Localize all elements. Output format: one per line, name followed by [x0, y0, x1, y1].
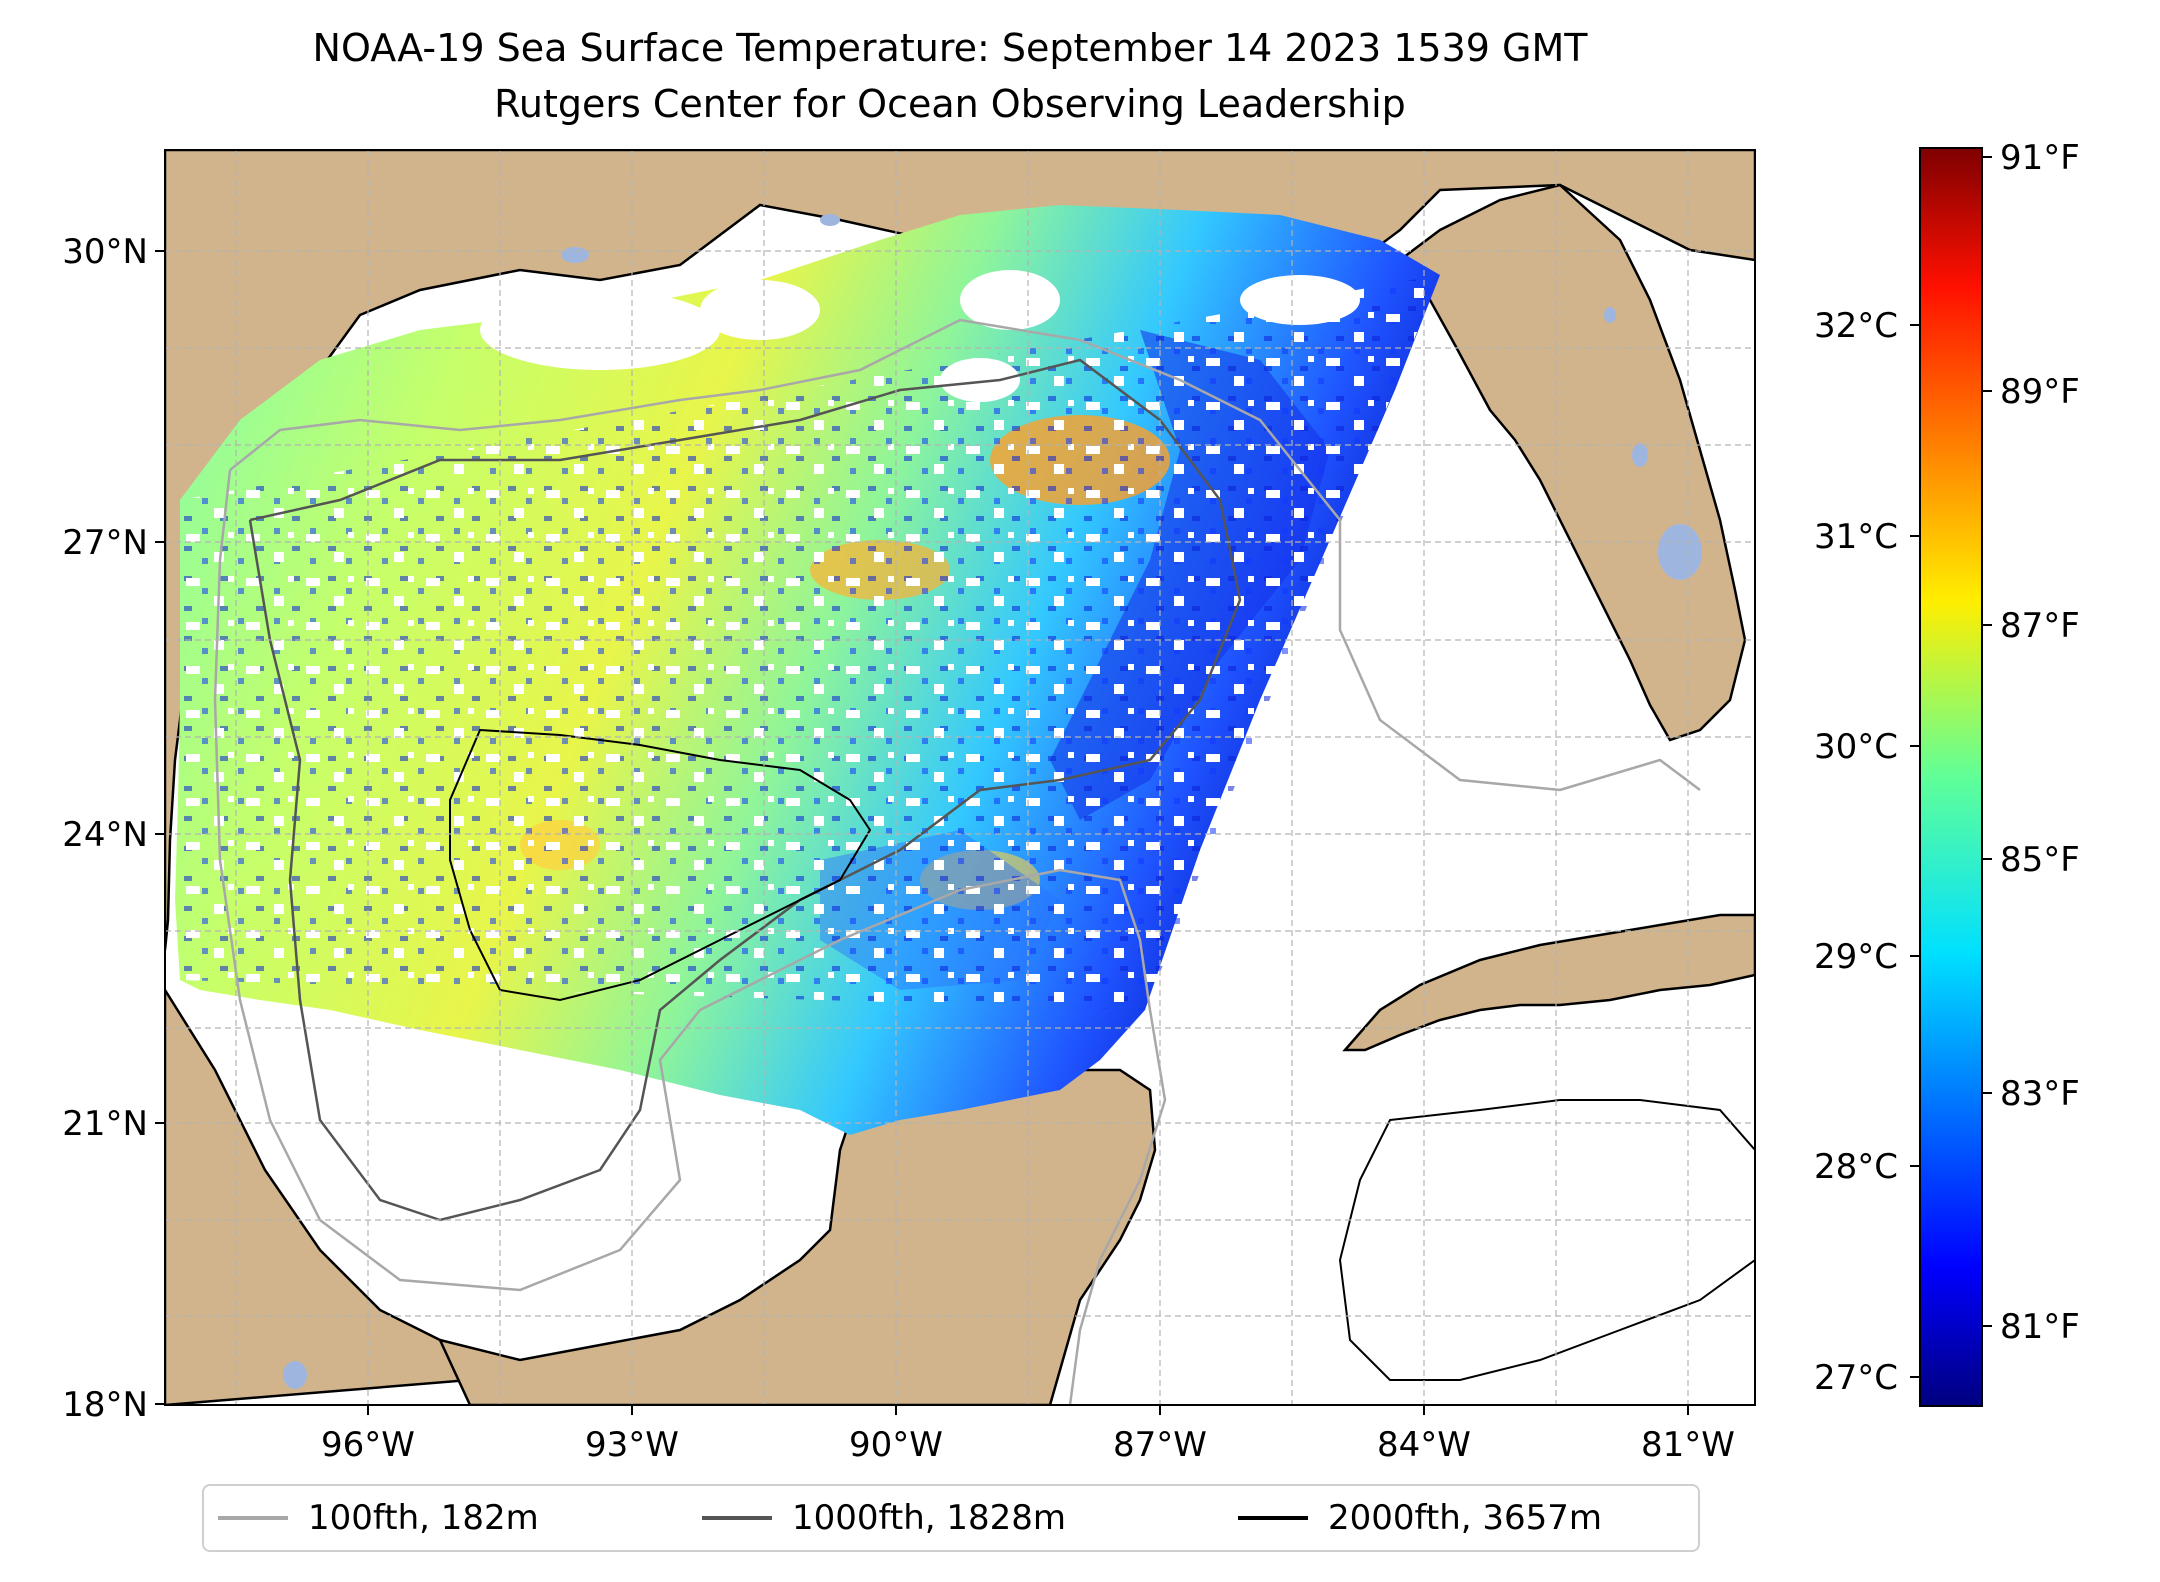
legend-item-2000fth: 2000fth, 3657m: [1238, 1486, 1602, 1550]
fahrenheit-label: 81°F: [2000, 1307, 2080, 1347]
fahrenheit-label: 83°F: [2000, 1074, 2080, 1114]
fahrenheit-label: 89°F: [2000, 372, 2080, 412]
legend-swatch-1000fth: [702, 1516, 772, 1520]
contour-100fth: [213, 318, 1701, 1405]
contour-legend: 100fth, 182m 1000fth, 1828m 2000fth, 365…: [202, 1484, 1700, 1552]
legend-label: 2000fth, 3657m: [1328, 1498, 1603, 1538]
longitude-labels: 96°W 93°W 90°W 87°W 84°W 81°W: [321, 1425, 1735, 1465]
map-panel: [165, 150, 1755, 1405]
lat-label: 24°N: [62, 815, 148, 855]
colorbar: 32°C 31°C 30°C 29°C 28°C 27°C 91°F 89°F …: [1814, 138, 2080, 1407]
latitude-labels: 30°N 27°N 24°N 21°N 18°N: [62, 232, 148, 1425]
celsius-label: 31°C: [1814, 517, 1898, 557]
lon-label: 84°W: [1377, 1425, 1471, 1465]
legend-swatch-100fth: [218, 1516, 288, 1520]
legend-item-100fth: 100fth, 182m: [218, 1486, 539, 1550]
bathymetry-contours: [213, 318, 1755, 1405]
map-title: NOAA-19 Sea Surface Temperature: Septemb…: [312, 26, 1588, 70]
lon-label: 90°W: [849, 1425, 943, 1465]
gridlines: [165, 150, 1755, 1405]
fahrenheit-labels: 91°F 89°F 87°F 85°F 83°F 81°F: [2000, 138, 2080, 1347]
celsius-label: 30°C: [1814, 727, 1898, 767]
contour-2000fth: [449, 728, 1755, 1381]
longitude-ticks: [367, 1405, 1689, 1415]
map-frame: [164, 149, 1756, 1406]
legend-item-1000fth: 1000fth, 1828m: [702, 1486, 1066, 1550]
lat-label: 21°N: [62, 1104, 148, 1144]
celsius-label: 27°C: [1814, 1358, 1898, 1398]
map-subtitle: Rutgers Center for Ocean Observing Leade…: [494, 82, 1406, 126]
legend-label: 100fth, 182m: [308, 1498, 539, 1538]
contour-1000fth: [248, 358, 1242, 1222]
lon-label: 96°W: [321, 1425, 415, 1465]
celsius-label: 28°C: [1814, 1147, 1898, 1187]
lat-label: 18°N: [62, 1385, 148, 1425]
latitude-ticks: [155, 250, 165, 1405]
celsius-ticks: [1910, 324, 1920, 1378]
lakes: [283, 214, 1702, 1389]
legend-label: 1000fth, 1828m: [792, 1498, 1067, 1538]
legend-swatch-2000fth: [1238, 1516, 1308, 1520]
lat-label: 30°N: [62, 232, 148, 272]
celsius-label: 32°C: [1814, 306, 1898, 346]
celsius-label: 29°C: [1814, 937, 1898, 977]
lon-label: 93°W: [585, 1425, 679, 1465]
lon-label: 87°W: [1113, 1425, 1207, 1465]
celsius-labels: 32°C 31°C 30°C 29°C 28°C 27°C: [1814, 306, 1898, 1398]
lon-label: 81°W: [1641, 1425, 1735, 1465]
lat-label: 27°N: [62, 523, 148, 563]
colorbar-gradient: [1919, 147, 1983, 1407]
fahrenheit-ticks: [1982, 156, 1992, 1327]
fahrenheit-label: 87°F: [2000, 606, 2080, 646]
fahrenheit-label: 91°F: [2000, 138, 2080, 178]
fahrenheit-label: 85°F: [2000, 840, 2080, 880]
